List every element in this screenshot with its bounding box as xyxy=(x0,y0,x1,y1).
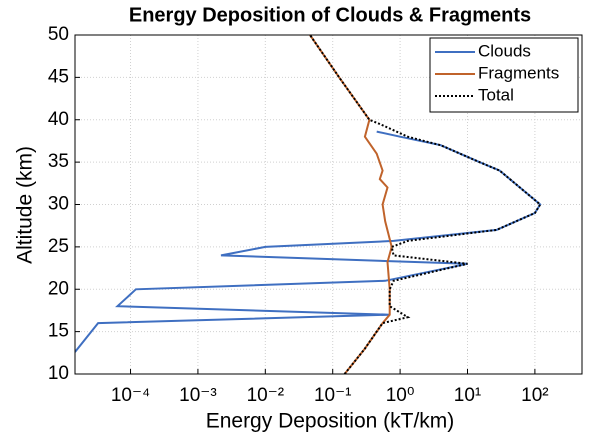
x-tick-label: 10⁰ xyxy=(386,385,415,406)
chart-title: Energy Deposition of Clouds & Fragments xyxy=(129,4,531,26)
y-tick-label: 35 xyxy=(48,151,69,172)
legend-label: Clouds xyxy=(478,41,531,60)
x-tick-label: 10⁻¹ xyxy=(314,385,352,406)
y-tick-label: 40 xyxy=(48,109,69,130)
y-axis-label: Altitude (km) xyxy=(14,146,37,264)
series-line xyxy=(309,35,393,374)
y-tick-label: 15 xyxy=(48,321,69,342)
x-axis-label: Energy Deposition (kT/km) xyxy=(206,410,455,433)
y-tick-label: 20 xyxy=(48,278,69,299)
y-tick-label: 50 xyxy=(48,24,69,45)
x-tick-label: 10² xyxy=(521,385,548,406)
plot-frame xyxy=(74,34,583,375)
y-tick-label: 10 xyxy=(48,363,69,384)
y-tick-label: 25 xyxy=(48,236,69,257)
x-tick-label: 10⁻⁴ xyxy=(111,385,150,406)
x-tick-label: 10⁻³ xyxy=(179,385,217,406)
x-tick-label: 10⁻² xyxy=(247,385,285,406)
x-tick-label: 10¹ xyxy=(454,385,481,406)
y-tick-label: 30 xyxy=(48,194,69,215)
legend-label: Total xyxy=(478,85,514,104)
legend-label: Fragments xyxy=(478,63,559,82)
y-tick-label: 45 xyxy=(48,66,69,87)
